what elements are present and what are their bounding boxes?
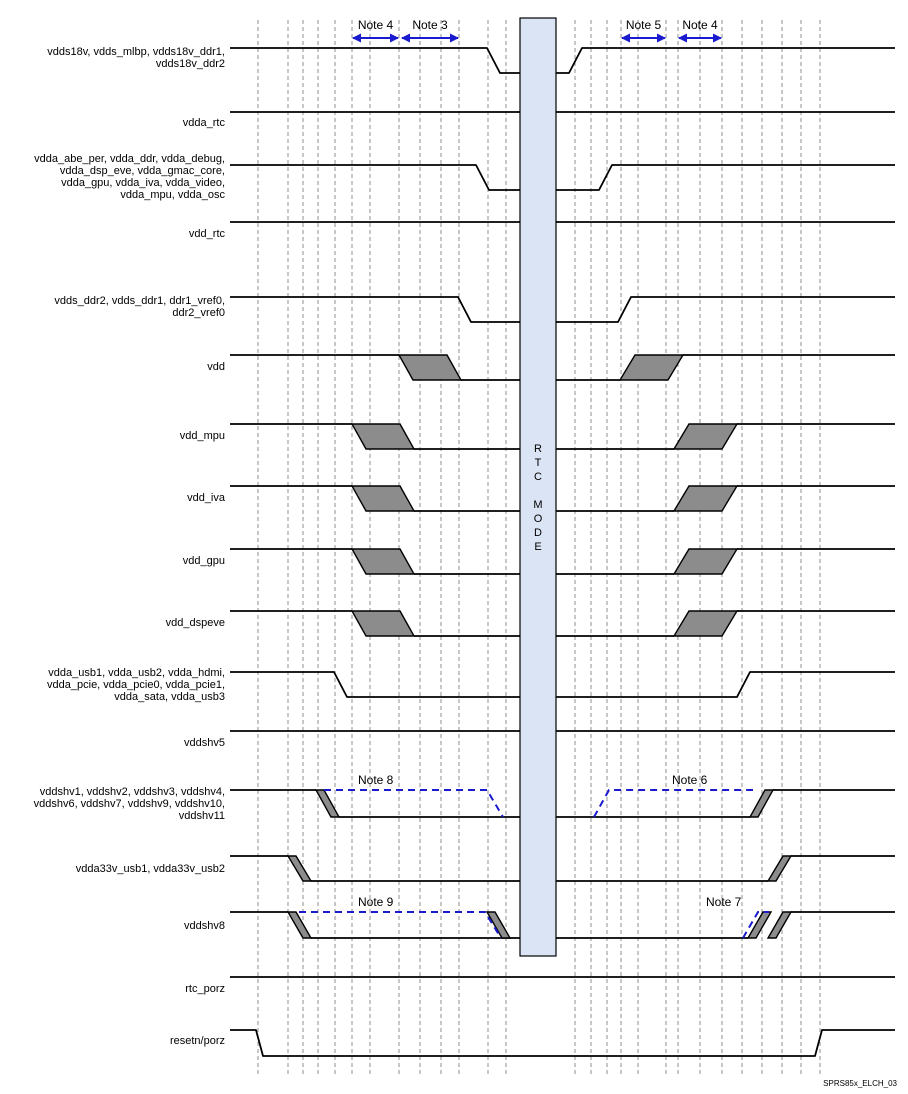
note-arrow: Note 4 [678,18,722,43]
waveform-line [230,296,895,323]
signal-row-vdd-dspeve: vdd_dspeve [166,610,895,637]
signal-label: vdd_rtc [189,228,226,240]
signal-row-vdds18v-rails: vdds18v, vdds_mlbp, vdds18v_ddr1, vdds18v… [47,46,895,74]
signal-row-vdd: vdd [207,354,895,381]
rtc-mode-letter: C [534,471,542,483]
alt-timing-dashed-line [324,789,504,818]
transition-region [748,789,775,818]
transition-region [766,855,793,882]
note-label: Note 7 [706,895,742,909]
signal-row-resetn-porz: resetn/porz [170,1029,895,1057]
signal-label: vdda_usb1, vdda_usb2, vdda_hdmi, vdda_pci… [47,667,225,703]
note-label: Note 9 [358,895,394,909]
rtc-mode-letter: R [534,443,542,455]
signal-label: rtc_porz [185,983,225,995]
signal-row-vddshv-group: vddshv1, vddshv2, vddshv3, vddshv4, vddsh… [34,773,895,822]
signal-label: vdd_mpu [180,430,225,442]
transition-region [286,855,313,882]
waveform-line [230,47,895,74]
alt-timing-dashed-line [742,911,769,939]
alt-timing-dashed-line [299,911,502,939]
arrowhead-left-icon [678,33,687,43]
signal-label: vddshv1, vddshv2, vddshv3, vddshv4, vddsh… [34,786,225,822]
signal-row-vdda-analog-rails: vdda_abe_per, vdda_ddr, vdda_debug, vdda_… [34,153,895,201]
waveform-line [230,1029,895,1057]
arrowhead-right-icon [657,33,666,43]
signal-row-vdd-iva: vdd_iva [187,485,895,512]
arrowhead-left-icon [621,33,630,43]
signal-label: vdd_dspeve [166,617,225,629]
signal-label: vdda33v_usb1, vdda33v_usb2 [76,863,225,875]
note-arrow-label: Note 4 [358,18,394,32]
transition-region [314,789,341,818]
signal-row-vdda33v-usb: vdda33v_usb1, vdda33v_usb2 [76,855,895,882]
figure-caption: SPRS85x_ELCH_03 [823,1079,897,1088]
arrowhead-right-icon [713,33,722,43]
transition-region [672,548,739,575]
transition-region [766,911,793,939]
signal-label: vdd_iva [187,492,226,504]
arrowhead-left-icon [352,33,361,43]
signal-row-vdda-rtc: vdda_rtc [183,111,895,129]
rtc-mode-letter: M [533,499,542,511]
note-arrow-label: Note 4 [682,18,718,32]
signal-row-vdds-ddr-rails: vdds_ddr2, vdds_ddr1, ddr1_vref0, ddr2_vr… [54,295,895,323]
rtc-mode-letter: O [534,513,543,525]
transition-region [672,485,739,512]
gridlines [257,20,821,1075]
note-arrow: Note 3 [401,18,459,43]
transition-region [746,911,773,939]
signal-label: vdda_abe_per, vdda_ddr, vdda_debug, vdda_… [34,153,225,201]
signal-row-vddshv8: vddshv8 Note 9 Note 7 [184,895,895,939]
signal-label: vdd [207,361,225,373]
signal-label: vddshv8 [184,920,225,932]
arrowhead-right-icon [450,33,459,43]
signal-label: vdd_gpu [183,555,225,567]
signal-label: vddshv5 [184,737,225,749]
arrowhead-right-icon [390,33,399,43]
note-label: Note 6 [672,773,708,787]
rtc-mode-letter: D [534,527,542,539]
signal-row-vdda-usb-rails: vdda_usb1, vdda_usb2, vdda_hdmi, vdda_pci… [47,667,895,703]
signal-row-rtc-porz: rtc_porz [185,976,895,995]
transition-region [286,911,313,939]
note-arrow: Note 4 [352,18,399,43]
rtc-mode-band-rect [519,17,557,957]
transition-region [485,911,512,939]
signal-row-vdd-rtc: vdd_rtc [189,221,895,240]
transition-region [672,423,739,450]
note-arrow: Note 5 [621,18,666,43]
transition-region [350,485,416,512]
signal-label: resetn/porz [170,1035,225,1047]
waveform-line [230,164,895,191]
note-arrow-label: Note 3 [412,18,448,32]
transition-region [350,610,416,637]
transition-region [397,354,463,381]
signal-label: vdda_rtc [183,117,226,129]
rtc-mode-letter: T [535,457,542,469]
waveform-line [230,671,895,698]
note-label: Note 8 [358,773,394,787]
arrowhead-left-icon [401,33,410,43]
note-arrow-label: Note 5 [626,18,662,32]
transition-region [672,610,739,637]
transition-region [350,423,416,450]
signal-label: vdds_ddr2, vdds_ddr1, ddr1_vref0, ddr2_vr… [54,295,225,319]
transition-region [350,548,416,575]
rtc-mode-letter: E [534,541,541,553]
alt-timing-dashed-line [593,789,753,818]
transition-region [618,354,685,381]
signal-label: vdds18v, vdds_mlbp, vdds18v_ddr1, vdds18v… [47,46,225,70]
signal-row-vddshv5: vddshv5 [184,730,895,749]
